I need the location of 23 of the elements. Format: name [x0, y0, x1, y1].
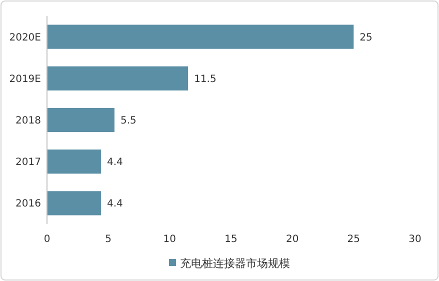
y-tick-label: 2020E: [9, 32, 41, 44]
data-label: 25: [360, 32, 372, 44]
bar: [47, 150, 101, 174]
x-tick-label: 20: [286, 234, 299, 245]
x-tick-label: 15: [224, 234, 238, 245]
y-tick-label: 2019E: [9, 74, 41, 85]
x-tick-label: 0: [44, 234, 50, 245]
bar: [47, 108, 114, 132]
x-tick-label: 5: [105, 234, 112, 245]
x-tick-label: 25: [347, 234, 360, 245]
y-tick-label: 2018: [16, 116, 41, 126]
y-tick-label: 2016: [16, 198, 41, 210]
legend-label: 充电桩连接器市场规模: [180, 256, 290, 270]
data-label: 4.4: [106, 157, 123, 168]
data-label: 4.4: [106, 198, 123, 210]
y-tick-label: 2017: [16, 157, 41, 168]
bar: [47, 191, 101, 216]
bar: [47, 66, 188, 90]
data-label: 11.5: [194, 74, 216, 85]
bar: [47, 24, 354, 49]
x-tick-label: 30: [408, 234, 422, 245]
data-label: 5.5: [120, 116, 136, 126]
x-tick-label: 10: [163, 234, 176, 245]
